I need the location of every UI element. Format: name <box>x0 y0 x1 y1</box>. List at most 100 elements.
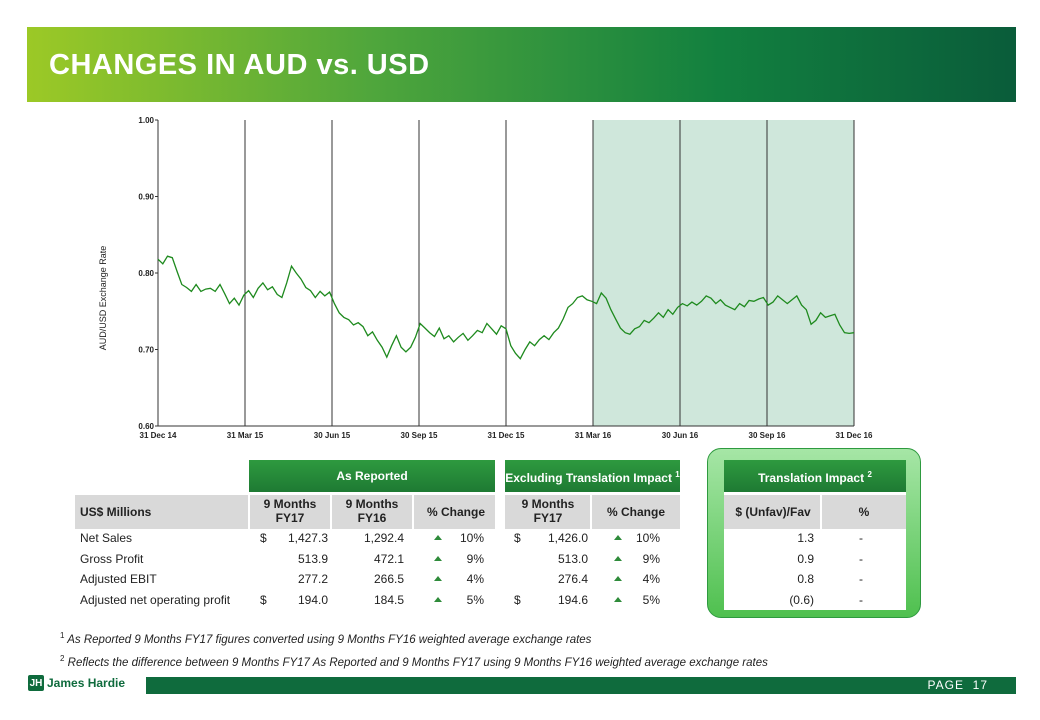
currency-symbol: $ <box>514 531 521 545</box>
page-title: CHANGES IN AUD vs. USD <box>49 49 430 81</box>
currency-symbol: $ <box>260 593 267 607</box>
col-excl-pct-change: % Change <box>606 505 665 519</box>
exchange-rate-chart: 1.00 0.90 0.80 0.70 0.60 31 Dec 14 31 Mar 15 3… <box>98 116 873 440</box>
up-arrow-icon <box>614 576 622 581</box>
x-tick-label: 31 Dec 16 <box>836 431 873 440</box>
translation-value: 0.8 <box>797 572 814 586</box>
value-fy16: 266.5 <box>373 572 404 586</box>
translation-pct: - <box>859 531 863 545</box>
pct-change: 5% <box>466 593 484 607</box>
brand-logo: JH James Hardie <box>28 675 125 691</box>
translation-value: 0.9 <box>797 552 814 566</box>
translation-impact-panel: Translation Impact 2 $ (Unfav)/Fav % 1.3… <box>707 448 921 618</box>
row-label-header: US$ Millions <box>80 505 152 519</box>
y-tick-label: 0.80 <box>138 269 154 278</box>
header-divider <box>412 495 414 529</box>
footer-bar: PAGE 17 <box>146 677 1016 694</box>
footnote-number: 1 <box>60 631 65 640</box>
x-tick-label: 31 Mar 15 <box>227 431 264 440</box>
row-label: Adjusted net operating profit <box>80 593 231 607</box>
brand-name: James Hardie <box>47 676 126 690</box>
y-tick-label: 1.00 <box>138 116 154 125</box>
column-header-bar <box>75 495 495 529</box>
y-tick-label: 0.90 <box>138 193 154 202</box>
translation-value: 1.3 <box>797 531 814 545</box>
excluding-translation-header-text: Excluding Translation Impact <box>505 470 672 485</box>
header-divider <box>590 495 592 529</box>
y-tick-labels: 1.00 0.90 0.80 0.70 0.60 <box>138 116 158 431</box>
shaded-region-group <box>593 120 854 426</box>
logo-icon: JH <box>28 675 44 691</box>
up-arrow-icon <box>614 556 622 561</box>
value-fy17: 277.2 <box>297 572 328 586</box>
footnote-number: 2 <box>60 654 65 663</box>
up-arrow-icon <box>434 597 442 602</box>
translation-pct: - <box>859 572 863 586</box>
x-tick-label: 31 Mar 16 <box>575 431 612 440</box>
excl-pct-change: 9% <box>642 552 660 566</box>
shaded-region <box>593 120 854 426</box>
row-label: Net Sales <box>80 531 133 545</box>
value-fy17: 1,427.3 <box>287 531 328 545</box>
page-label: PAGE <box>927 678 964 692</box>
x-tick-label: 30 Sep 16 <box>749 431 786 440</box>
excl-column-header-bar <box>505 495 680 529</box>
y-tick-label: 0.70 <box>138 346 154 355</box>
up-arrow-icon <box>434 535 442 540</box>
translation-value: (0.6) <box>789 593 814 607</box>
excl-pct-change: 5% <box>642 593 660 607</box>
pct-change: 9% <box>466 552 484 566</box>
currency-symbol: $ <box>260 531 267 545</box>
col-excl-9m-fy17: 9 Months FY17 <box>521 497 575 525</box>
excl-pct-change: 4% <box>642 572 660 586</box>
header-divider <box>248 495 250 529</box>
col-unfav-fav: $ (Unfav)/Fav <box>735 505 811 519</box>
value-fy16: 472.1 <box>373 552 404 566</box>
page-number: 17 <box>972 678 988 692</box>
y-tick-label: 0.60 <box>138 422 154 431</box>
value-fy17: 194.0 <box>297 593 328 607</box>
x-tick-labels: 31 Dec 14 31 Mar 15 30 Jun 15 30 Sep 15 31 D… <box>140 431 873 440</box>
translation-impact-sup: 2 <box>867 469 872 479</box>
translation-impact-header: Translation Impact 2 <box>724 460 906 492</box>
excl-value-fy17: 1,426.0 <box>547 531 588 545</box>
translation-pct: - <box>859 593 863 607</box>
col-9m-fy16: 9 Months FY16 <box>345 497 399 525</box>
excl-pct-change: 10% <box>635 531 660 545</box>
vertical-gridlines <box>244 120 855 426</box>
excluding-translation-sup: 1 <box>675 469 680 479</box>
as-reported-header: As Reported <box>249 460 495 492</box>
page-indicator: PAGE 17 <box>928 678 989 692</box>
exchange-rate-line <box>157 255 855 360</box>
up-arrow-icon <box>614 535 622 540</box>
col-translation-pct: % <box>858 505 870 519</box>
footnote-text: Reflects the difference between 9 Months… <box>67 656 768 669</box>
col-pct-change: % Change <box>426 505 485 519</box>
excl-value-fy17: 513.0 <box>557 552 588 566</box>
title-banner: CHANGES IN AUD vs. USD <box>27 27 1016 102</box>
col-9m-fy17: 9 Months FY17 <box>263 497 317 525</box>
translation-impact-table: Translation Impact 2 $ (Unfav)/Fav % 1.3… <box>724 460 906 610</box>
row-label: Gross Profit <box>80 552 144 566</box>
footnote-2: 2 Reflects the difference between 9 Mont… <box>60 654 768 669</box>
excluding-translation-header: Excluding Translation Impact 1 <box>505 460 680 492</box>
translation-pct: - <box>859 552 863 566</box>
x-tick-label: 31 Dec 14 <box>140 431 177 440</box>
value-fy16: 184.5 <box>373 593 404 607</box>
excl-value-fy17: 194.6 <box>557 593 588 607</box>
currency-symbol: $ <box>514 593 521 607</box>
header-divider <box>330 495 332 529</box>
x-tick-label: 30 Jun 16 <box>662 431 699 440</box>
x-tick-label: 30 Jun 15 <box>314 431 351 440</box>
header-divider <box>820 495 822 529</box>
value-fy16: 1,292.4 <box>363 531 404 545</box>
footnote-1: 1 As Reported 9 Months FY17 figures conv… <box>60 631 591 646</box>
footnote-text: As Reported 9 Months FY17 figures conver… <box>67 633 592 646</box>
row-label: Adjusted EBIT <box>80 572 157 586</box>
series-line-group <box>157 255 855 360</box>
pct-change: 4% <box>466 572 484 586</box>
up-arrow-icon <box>614 597 622 602</box>
excl-value-fy17: 276.4 <box>557 572 588 586</box>
translation-column-header-bar <box>724 495 906 529</box>
